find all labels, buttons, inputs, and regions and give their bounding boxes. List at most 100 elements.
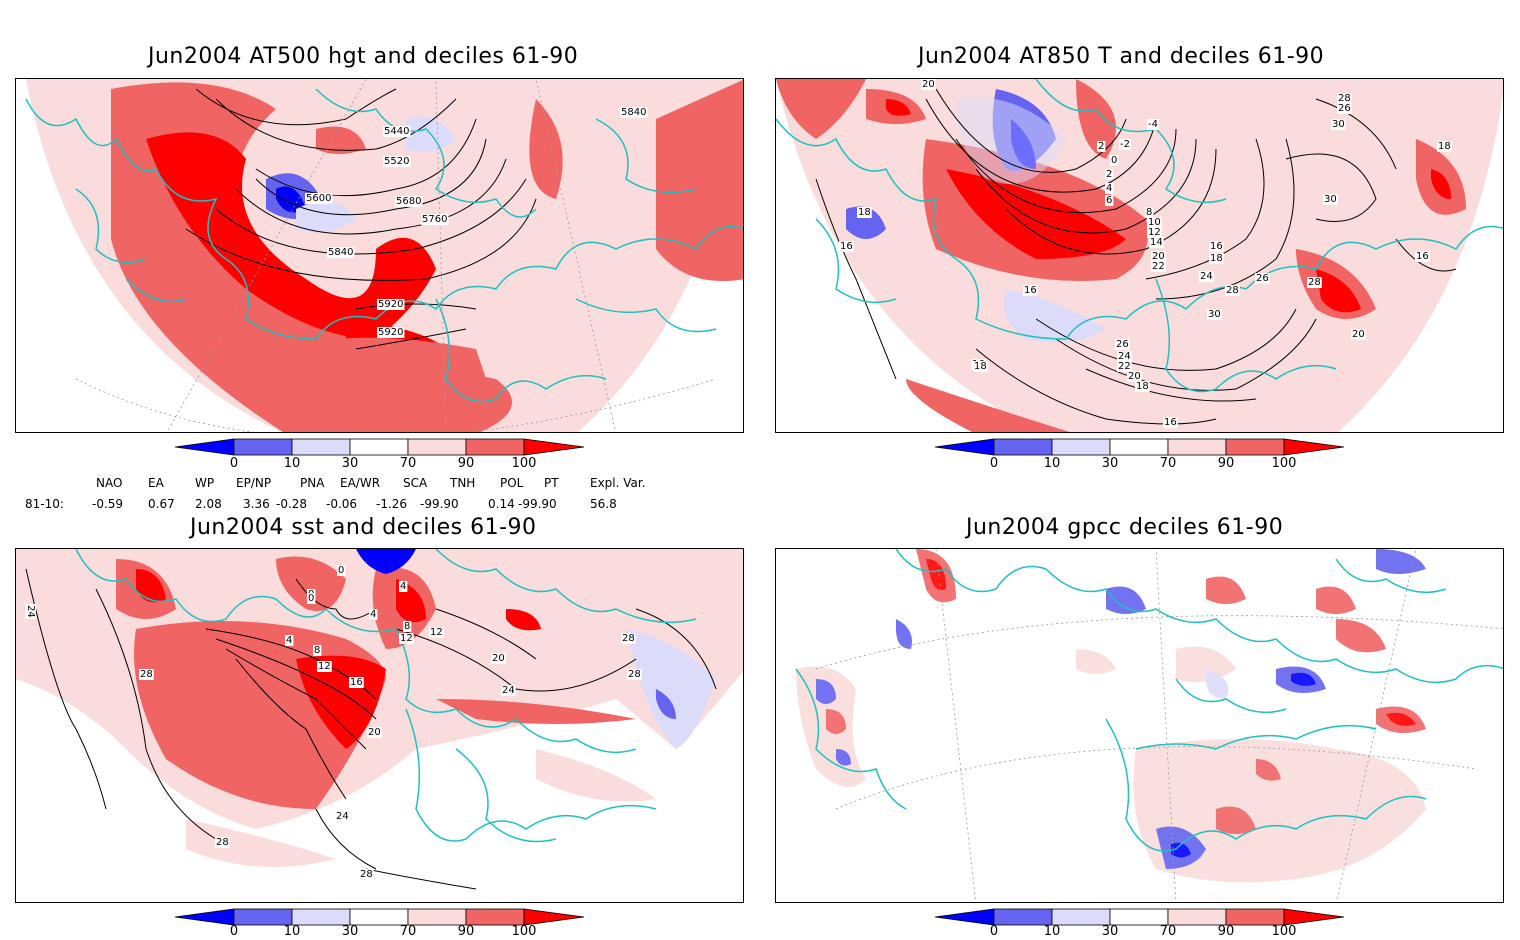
contour-label: 4	[286, 635, 292, 646]
index-header: PT	[544, 476, 559, 490]
contour-label: 2	[1106, 169, 1112, 180]
contour-label: 5920	[378, 299, 403, 310]
colorbar-tick: 0	[989, 456, 999, 471]
colorbar-tick: 100	[1271, 456, 1297, 471]
contour-label: 20	[492, 653, 505, 664]
index-header: TNH	[450, 476, 476, 490]
colorbar-tick: 70	[399, 456, 417, 471]
colorbar-tick: 100	[511, 456, 537, 471]
colorbar-graphic	[934, 908, 1345, 926]
index-value: -1.26	[376, 497, 408, 511]
contour-label: 20	[922, 79, 935, 90]
map-sst: 0 0 4 8 12 16 20 24 28 28 28 24 24 20 12…	[16, 549, 743, 890]
contour-label: 0	[308, 593, 314, 604]
index-header: NAO	[96, 476, 123, 490]
index-header: WP	[195, 476, 215, 490]
contour-label: 18	[1136, 381, 1149, 392]
contour-label: 28	[1226, 285, 1239, 296]
contour-label: 8	[404, 621, 410, 632]
contour-label: 26	[1338, 103, 1351, 114]
colorbar-tick: 90	[1217, 924, 1235, 939]
colorbar-tick: 10	[283, 456, 301, 471]
contour-label: 8	[314, 645, 320, 656]
contour-label: 28	[360, 869, 373, 880]
index-header: Expl. Var.	[590, 476, 646, 490]
contour-label: 20	[1152, 251, 1165, 262]
contour-label: 28	[216, 837, 229, 848]
colorbar-graphic	[174, 438, 585, 456]
contour-label: 5680	[396, 196, 421, 207]
contour-label: -2	[1120, 139, 1130, 150]
contour-label: 28	[1308, 277, 1321, 288]
contour-label: 30	[1324, 194, 1337, 205]
colorbar-tick: 30	[1101, 924, 1119, 939]
index-header: EA	[148, 476, 164, 490]
colorbar-tick: 90	[1217, 456, 1235, 471]
colorbar-gpcc: 0 10 30 70 90 100	[934, 908, 1345, 940]
index-header: SCA	[403, 476, 428, 490]
colorbar-graphic	[174, 908, 585, 926]
colorbar-tick: 90	[457, 456, 475, 471]
contour-label: 4	[370, 609, 376, 620]
contour-label: 24	[25, 605, 36, 618]
contour-label: 26	[1116, 339, 1129, 350]
map-panel-sst: 0 0 4 8 12 16 20 24 28 28 28 24 24 20 12…	[15, 548, 744, 903]
panel-title-sst: Jun2004 sst and deciles 61-90	[190, 515, 537, 540]
index-value: 2.08	[195, 497, 222, 511]
contour-label: 24	[502, 685, 515, 696]
contour-label: 12	[400, 633, 413, 644]
contour-label: -4	[1148, 119, 1158, 130]
map-hgt: 5440 5520 5600 5680 5760 5840 5840 5920 …	[25, 79, 743, 432]
contour-label: 24	[1118, 351, 1131, 362]
contour-label: 30	[1332, 119, 1345, 130]
index-value: 56.8	[590, 497, 617, 511]
colorbar-tick: 10	[1043, 924, 1061, 939]
contour-label: 16	[840, 241, 853, 252]
contour-label: 16	[1416, 251, 1429, 262]
index-value: 3.36	[243, 497, 270, 511]
map-panel-gpcc	[775, 548, 1504, 903]
panel-title-t850: Jun2004 AT850 T and deciles 61-90	[918, 44, 1325, 69]
contour-label: 30	[1208, 309, 1221, 320]
contour-label: 28	[1338, 93, 1351, 104]
contour-label: 4	[400, 581, 406, 592]
map-t850: -4 -2 0 2 4 6 8 10 12 14 16 18 20 22 24 …	[776, 79, 1503, 432]
index-value: -0.06	[326, 497, 358, 511]
colorbar-tick: 30	[341, 456, 359, 471]
map-panel-hgt: 5440 5520 5600 5680 5760 5840 5840 5920 …	[15, 78, 744, 433]
index-value: 0.67	[148, 497, 175, 511]
contour-label: 20	[1128, 371, 1141, 382]
contour-label: 8	[1146, 207, 1152, 218]
contour-label: 5840	[328, 247, 353, 258]
index-row-label: 81-10:	[25, 497, 64, 511]
contour-label: 28	[140, 669, 153, 680]
colorbar-tick: 100	[1271, 924, 1297, 939]
contour-label: 20	[1352, 329, 1365, 340]
index-value: -99.90	[518, 497, 557, 511]
contour-label: 5440	[384, 126, 409, 137]
index-value: -0.28	[276, 497, 308, 511]
contour-label: 22	[1152, 261, 1165, 272]
colorbar-hgt: 0 10 30 70 90 100	[174, 438, 585, 474]
contour-label: 5760	[422, 214, 447, 225]
colorbar-sst: 0 10 30 70 90 100	[174, 908, 585, 940]
index-header: EP/NP	[236, 476, 272, 490]
colorbar-tick: 0	[989, 924, 999, 939]
index-header: EA/WR	[340, 476, 381, 490]
contour-label: 0	[338, 565, 344, 576]
contour-label: 16	[1024, 285, 1037, 296]
colorbar-tick: 10	[283, 924, 301, 939]
colorbar-tick: 30	[341, 924, 359, 939]
contour-label: 16	[1210, 241, 1223, 252]
index-header: PNA	[300, 476, 325, 490]
map-gpcc	[795, 549, 1503, 902]
index-value: -99.90	[420, 497, 459, 511]
contour-label: 12	[430, 627, 443, 638]
contour-label: 4	[1106, 183, 1112, 194]
contour-label: 14	[1150, 237, 1163, 248]
colorbar-tick: 90	[457, 924, 475, 939]
index-header: POL	[500, 476, 524, 490]
index-value: 0.14	[488, 497, 515, 511]
contour-label: 12	[1148, 227, 1161, 238]
contour-label: 24	[1200, 271, 1213, 282]
